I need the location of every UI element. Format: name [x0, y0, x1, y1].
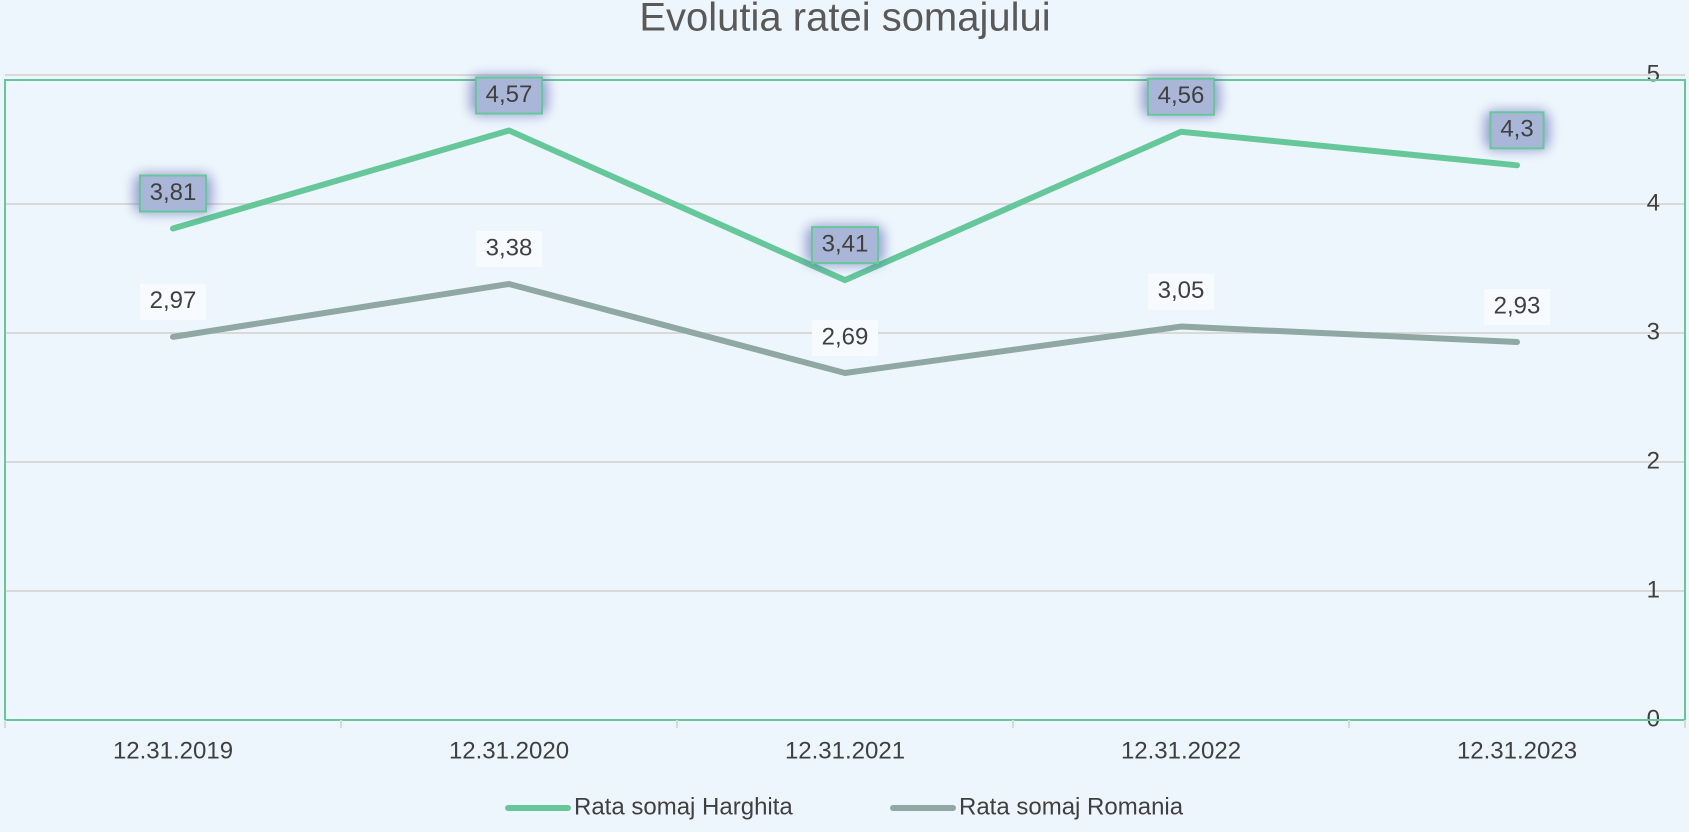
data-label: 3,41 [822, 230, 869, 257]
label-box [1489, 111, 1545, 150]
data-label: 3,38 [486, 234, 533, 261]
data-label: 2,69 [822, 323, 869, 350]
label-box [476, 230, 542, 267]
data-label: 4,56 [1158, 82, 1205, 109]
label-box [811, 226, 879, 265]
y-tick-label: 5 [1647, 60, 1660, 87]
y-tick-label: 4 [1647, 189, 1660, 216]
x-tick-label: 12.31.2021 [785, 737, 905, 764]
label-box [1484, 289, 1550, 326]
data-label: 4,57 [486, 81, 533, 108]
label-box [139, 174, 207, 213]
x-tick-label: 12.31.2023 [1457, 737, 1577, 764]
label-box [1148, 273, 1214, 310]
label-box [140, 283, 206, 320]
y-tick-label: 1 [1647, 576, 1660, 603]
x-tick-label: 12.31.2019 [113, 737, 233, 764]
label-box [812, 319, 878, 356]
legend-label: Rata somaj Harghita [574, 793, 793, 820]
legend-label: Rata somaj Romania [959, 793, 1184, 820]
y-tick-label: 2 [1647, 447, 1660, 474]
series-line [170, 127, 1520, 284]
plot-frame [4, 79, 1686, 721]
x-tick-label: 12.31.2020 [449, 737, 569, 764]
data-label: 2,97 [150, 287, 197, 314]
x-tick-label: 12.31.2022 [1121, 737, 1241, 764]
chart-title: Evolutia ratei somajului [639, 0, 1050, 40]
data-label: 2,93 [1494, 292, 1541, 319]
series-line [170, 280, 1520, 376]
data-label: 3,81 [150, 179, 197, 206]
data-label: 4,3 [1500, 116, 1533, 143]
label-box [1147, 77, 1215, 116]
y-tick-label: 3 [1647, 318, 1660, 345]
label-box [475, 76, 543, 115]
y-tick-label: 0 [1647, 705, 1660, 732]
data-label: 3,05 [1158, 277, 1205, 304]
